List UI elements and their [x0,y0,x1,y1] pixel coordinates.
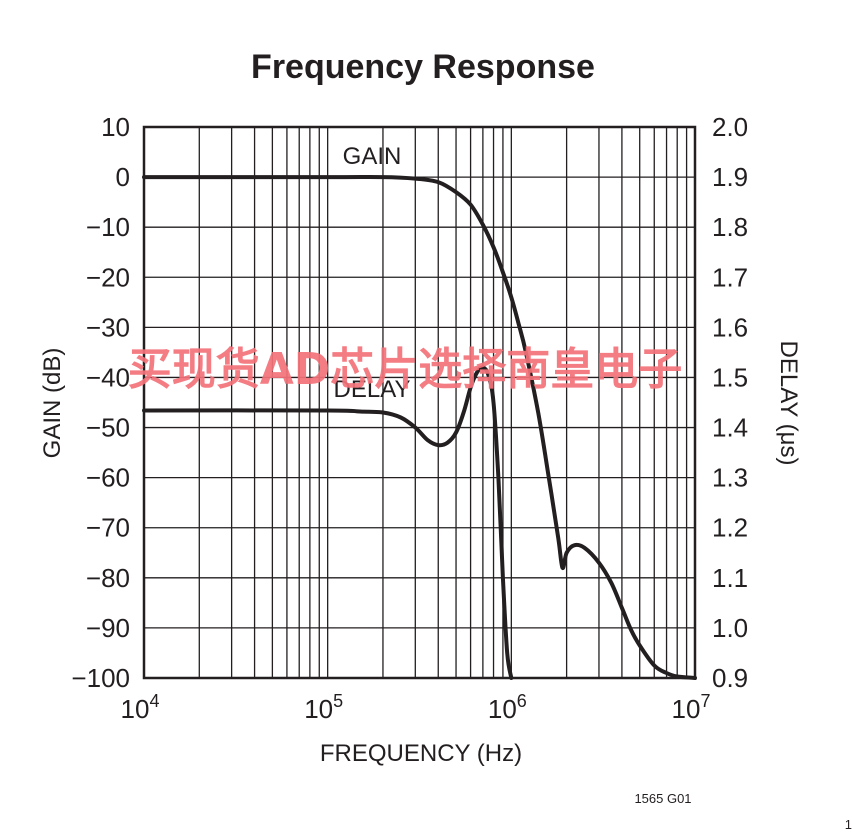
y-axis-right-label: DELAY (μs) [775,341,802,466]
left-axis-ticks: 10 0 −10 −20 −30 −40 −50 −60 −70 −80 −90 −100 [71,112,130,693]
delay-annotation: DELAY [334,376,411,403]
x-tick-label: 107 [672,691,711,724]
chart-title: Frequency Response [251,48,595,86]
x-tick-label: 104 [121,691,160,724]
y-left-tick-label: 10 [101,112,130,142]
y-left-tick-label: −100 [71,663,130,693]
gain-annotation: GAIN [343,143,402,170]
y-left-tick-label: −80 [86,563,130,593]
y-right-tick-label: 2.0 [712,112,748,142]
x-axis-ticks: 104 105 106 107 [121,691,711,724]
y-left-tick-label: −60 [86,463,130,493]
y-right-tick-label: 1.6 [712,312,748,342]
y-right-tick-label: 1.0 [712,613,748,643]
y-left-tick-label: −90 [86,613,130,643]
y-right-tick-label: 1.5 [712,362,748,392]
y-left-tick-label: −30 [86,312,130,342]
plot-frame [142,125,697,680]
page-number: 1 [845,817,852,832]
y-axis-left-label: GAIN (dB) [39,348,66,459]
y-right-tick-label: 1.3 [712,463,748,493]
y-right-tick-label: 1.9 [712,162,748,192]
y-left-tick-label: −10 [86,212,130,242]
plot-grid [144,127,695,678]
y-left-tick-label: −20 [86,262,130,292]
y-left-tick-label: 0 [116,162,130,192]
series-layer [142,174,697,680]
y-right-tick-label: 1.1 [712,563,748,593]
y-right-tick-label: 0.9 [712,663,748,693]
figure-code: 1565 G01 [634,791,691,806]
right-axis-ticks: 2.0 1.9 1.8 1.7 1.6 1.5 1.4 1.3 1.2 1.1 1.0 0.9 [712,112,748,693]
x-tick-label: 105 [304,691,343,724]
y-left-tick-label: −50 [86,413,130,443]
y-right-tick-label: 1.2 [712,513,748,543]
y-left-tick-label: −70 [86,513,130,543]
x-axis-label: FREQUENCY (Hz) [320,740,522,767]
y-right-tick-label: 1.4 [712,413,748,443]
y-left-tick-label: −40 [86,362,130,392]
y-right-tick-label: 1.8 [712,212,748,242]
series-line-delay [142,365,514,680]
watermark: 买现货AD芯片选择南皇电子 [128,344,683,395]
y-right-tick-label: 1.7 [712,262,748,292]
series-line-gain [142,174,697,680]
x-tick-label: 106 [488,691,527,724]
